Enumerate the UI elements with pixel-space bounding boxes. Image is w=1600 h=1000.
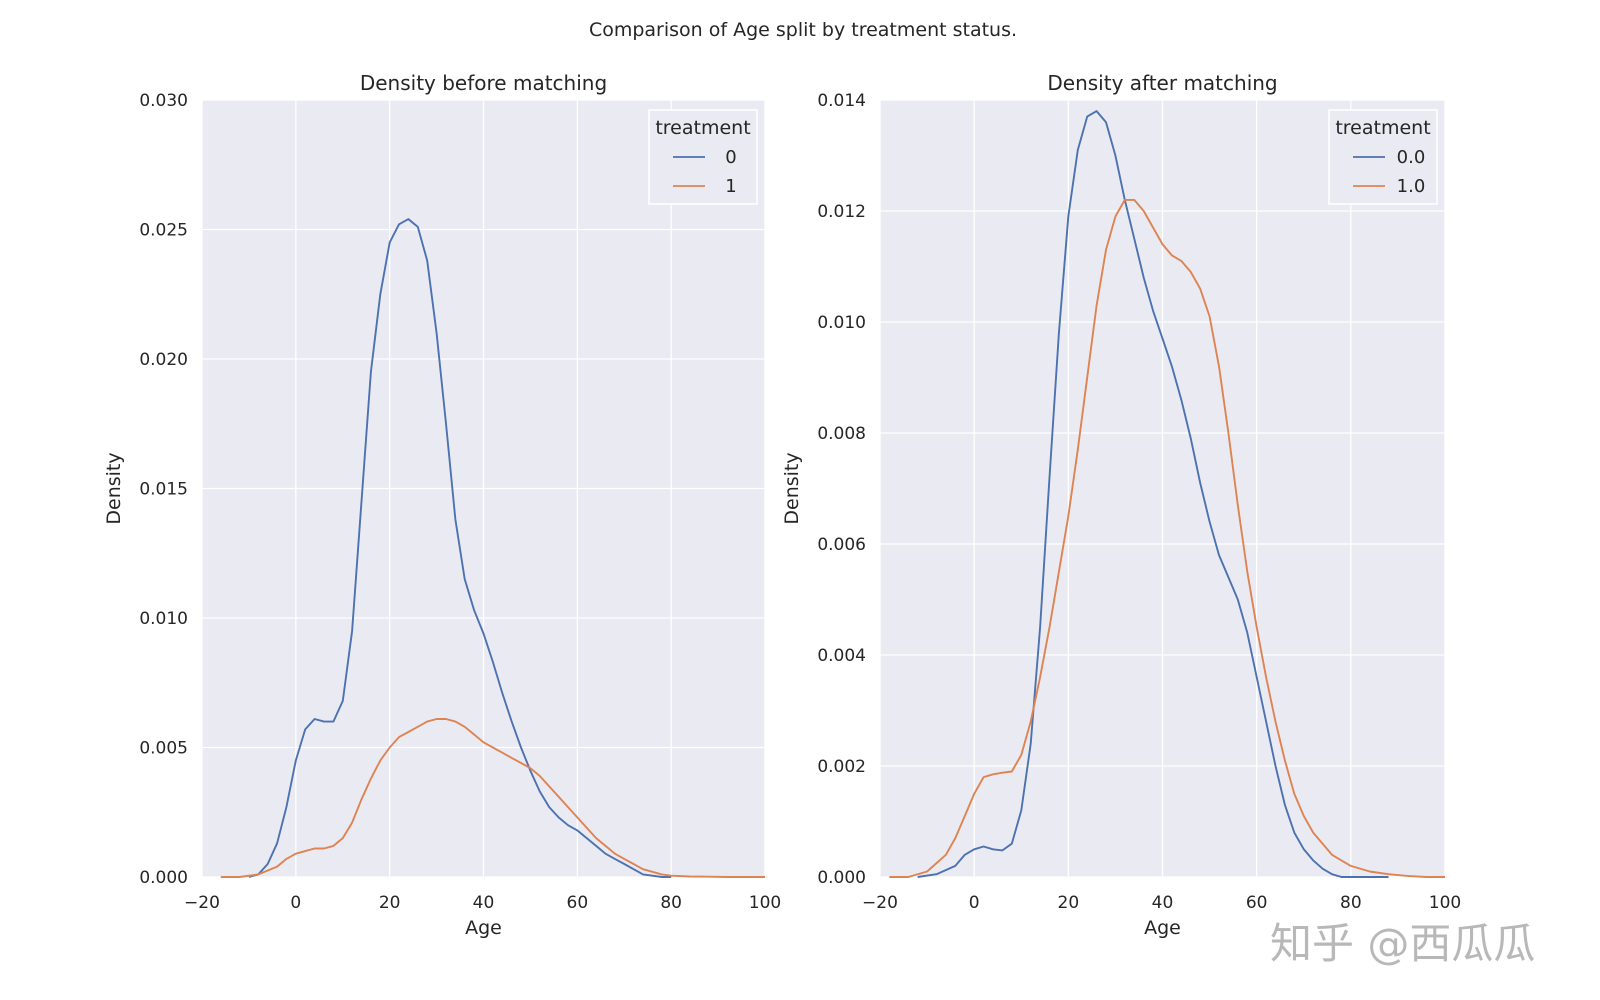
tick-labels-before: −20 0 20 40 60 80 100 0.000 0.005 0.010 0.015 0.020…: [139, 91, 781, 913]
y-tick-label: 0.014: [817, 91, 866, 111]
legend-label-before-1: 1: [725, 176, 736, 197]
grid-after: [879, 99, 1446, 878]
grid-before: [201, 99, 766, 878]
series-lines-before: [220, 218, 765, 878]
legend-after: treatment 0.0 1.0: [1328, 109, 1438, 205]
watermark-text: 知乎 @西瓜瓜: [1270, 919, 1535, 968]
y-tick-label: 0.030: [139, 91, 188, 111]
x-tick-label: 60: [567, 893, 589, 913]
legend-before: treatment 0 1: [648, 109, 758, 205]
series-line-1: [220, 718, 765, 878]
panel-title-before: Density before matching: [360, 71, 607, 95]
legend-title-before: treatment: [655, 117, 750, 139]
legend-label-before-0: 0: [725, 147, 736, 168]
x-tick-label: 100: [749, 893, 781, 913]
x-tick-label: 40: [1152, 893, 1174, 913]
x-tick-label: 60: [1246, 893, 1268, 913]
y-tick-label: 0.012: [817, 202, 866, 222]
x-tick-label: 100: [1429, 893, 1461, 913]
y-tick-label: 0.006: [817, 535, 866, 555]
x-axis-label-before: Age: [465, 917, 502, 939]
x-tick-label: 20: [379, 893, 401, 913]
x-tick-label: 80: [660, 893, 682, 913]
y-axis-label-before: Density: [103, 452, 125, 524]
legend-label-after-1: 1.0: [1397, 176, 1426, 197]
x-tick-label: 0: [290, 893, 301, 913]
y-tick-label: 0.025: [139, 221, 188, 241]
x-tick-label: 0: [969, 893, 980, 913]
panel-before-matching: −20 0 20 40 60 80 100 0.000 0.005 0.010 0.015 0.020…: [103, 71, 781, 939]
y-tick-label: 0.000: [817, 868, 866, 888]
figure-suptitle: Comparison of Age split by treatment sta…: [589, 19, 1017, 41]
y-tick-label: 0.005: [139, 739, 188, 759]
y-tick-label: 0.000: [139, 868, 188, 888]
legend-box-after: [1328, 109, 1438, 205]
y-tick-label: 0.020: [139, 350, 188, 370]
series-line-0: [248, 218, 672, 878]
series-line-0.0: [917, 110, 1389, 878]
y-tick-label: 0.008: [817, 424, 866, 444]
y-axis-label-after: Density: [781, 452, 803, 524]
y-tick-label: 0.015: [139, 480, 188, 500]
tick-labels-after: −20 0 20 40 60 80 100 0.000 0.002 0.004 0.006 0.008…: [817, 91, 1461, 913]
x-tick-label: −20: [184, 893, 220, 913]
y-tick-label: 0.010: [817, 313, 866, 333]
x-tick-label: 40: [473, 893, 495, 913]
x-tick-label: 20: [1058, 893, 1080, 913]
y-tick-label: 0.004: [817, 646, 866, 666]
x-tick-label: −20: [862, 893, 898, 913]
panel-after-matching: −20 0 20 40 60 80 100 0.000 0.002 0.004 0.006 0.008…: [781, 71, 1461, 939]
x-tick-label: 80: [1340, 893, 1362, 913]
y-tick-label: 0.002: [817, 757, 866, 777]
y-tick-label: 0.010: [139, 609, 188, 629]
series-lines-after: [889, 110, 1445, 878]
x-axis-label-after: Age: [1144, 917, 1181, 939]
legend-title-after: treatment: [1335, 117, 1430, 139]
series-line-1.0: [889, 198, 1445, 878]
panel-title-after: Density after matching: [1047, 71, 1277, 95]
legend-label-after-0: 0.0: [1397, 147, 1426, 168]
